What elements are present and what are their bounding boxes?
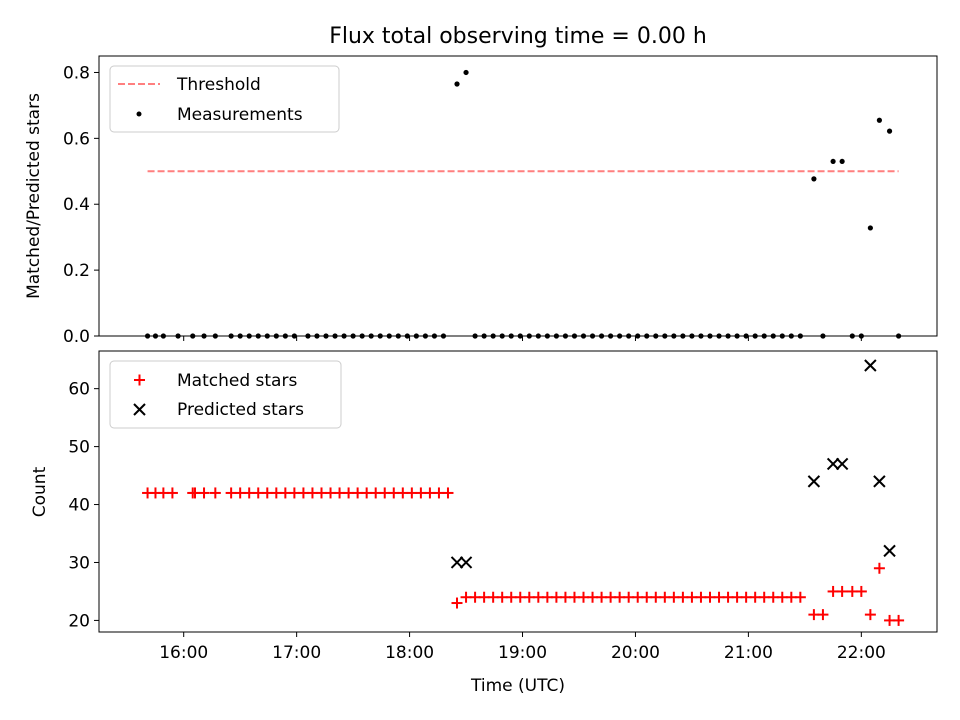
predicted-star-marker (459, 556, 473, 569)
bottom-panel: 20 30 40 50 60 16:00 17:00 18:00 19:00 20:00 21:0… (30, 350, 938, 696)
bottom-y-axis-label: Count (30, 466, 50, 517)
matched-star-marker (794, 591, 806, 603)
top-x-ticks (183, 336, 862, 341)
bottom-y-tick-label: 40 (68, 496, 90, 516)
bottom-y-tick-label: 50 (68, 438, 90, 458)
matched-star-marker (855, 585, 867, 597)
bottom-y-tick-label: 60 (68, 380, 90, 400)
matched-star-marker (864, 609, 876, 621)
matched-star-marker (198, 487, 210, 499)
top-y-tick-label: 0.2 (63, 261, 90, 281)
measurements-legend-swatch (136, 111, 142, 117)
measurement-point (454, 81, 460, 87)
measurements-legend-label: Measurements (177, 105, 303, 125)
top-legend: Threshold Measurements (109, 65, 340, 133)
top-legend-box (109, 65, 340, 133)
matched-star-marker (166, 487, 178, 499)
bottom-y-tick-label: 30 (68, 553, 90, 573)
measurement-point (463, 69, 469, 76)
matched-star-marker (836, 585, 848, 597)
top-panel: 0.00.20.40.60.8 Matched/Predicted stars … (24, 55, 938, 347)
matched-star-marker (451, 597, 463, 609)
bottom-plot-area (142, 359, 905, 626)
bottom-x-tick-label: 16:00 (159, 643, 208, 663)
matched-legend-swatch (134, 374, 145, 386)
bottom-legend-box (109, 360, 342, 429)
bottom-y-ticks: 20 30 40 50 60 (68, 380, 99, 631)
threshold-legend-label: Threshold (176, 75, 261, 95)
predicted-star-marker (883, 544, 896, 558)
matched-star-marker (209, 487, 221, 499)
bottom-x-tick-label: 20:00 (611, 643, 660, 663)
predicted-legend-label: Predicted stars (177, 400, 304, 420)
measurement-point (886, 128, 893, 134)
bottom-x-tick-label: 22:00 (837, 643, 886, 663)
measurement-point (867, 225, 873, 231)
bottom-x-tick-label: 19:00 (498, 643, 547, 663)
predicted-star-marker (826, 457, 840, 471)
bottom-axes-frame (98, 350, 938, 633)
top-y-tick-label: 0.6 (63, 129, 90, 149)
predicted-star-marker (450, 556, 464, 569)
matched-star-marker (442, 487, 454, 499)
predicted-star-marker (864, 359, 877, 372)
matched-star-marker (893, 614, 905, 626)
top-y-axis-label: Matched/Predicted stars (24, 93, 44, 299)
top-axes-frame (98, 55, 938, 337)
bottom-legend: Matched stars Predicted stars (109, 360, 342, 429)
top-y-tick-label: 0.0 (63, 327, 90, 347)
measurement-point (811, 176, 817, 182)
top-y-tick-label: 0.4 (63, 195, 90, 215)
bottom-x-tick-label: 17:00 (272, 643, 321, 663)
chart-title: Flux total observing time = 0.00 h (329, 24, 707, 49)
bottom-x-tick-label: 18:00 (385, 643, 434, 663)
matched-star-marker (817, 609, 829, 621)
top-y-tick-label: 0.8 (63, 63, 90, 83)
measurement-point (839, 158, 845, 165)
predicted-legend-swatch (133, 403, 146, 416)
x-axis-label: Time (UTC) (470, 676, 565, 696)
bottom-x-tick-label: 21:00 (724, 643, 773, 663)
bottom-y-tick-label: 20 (68, 611, 90, 631)
measurement-point (830, 158, 836, 165)
matched-legend-label: Matched stars (177, 371, 297, 391)
bottom-x-ticks: 16:00 17:00 18:00 19:00 20:00 21:00 22:00 (159, 632, 886, 663)
predicted-star-marker (873, 475, 886, 488)
predicted-star-marker (807, 475, 821, 488)
top-y-ticks: 0.0 0.2 0.4 0.6 0.8 (63, 63, 99, 347)
matched-star-marker (873, 562, 885, 574)
predicted-star-marker (835, 457, 849, 471)
measurement-point (876, 117, 883, 123)
